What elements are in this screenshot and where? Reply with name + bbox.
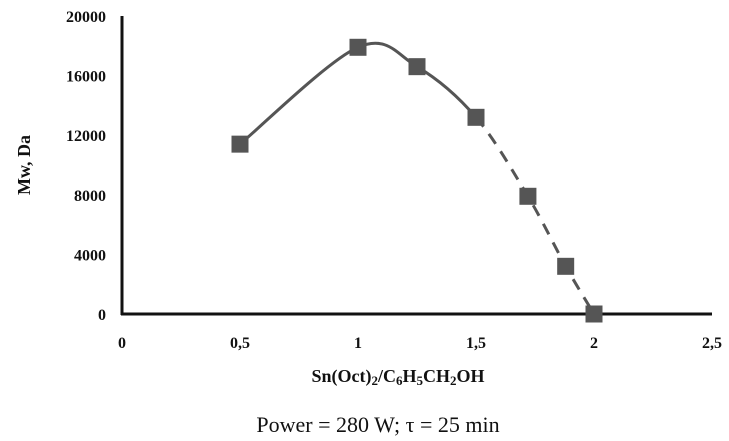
- data-point: [231, 135, 249, 153]
- solid-fit-curve: [239, 41, 478, 146]
- data-markers: [231, 38, 603, 323]
- data-point: [557, 257, 575, 275]
- x-tick-label: 2: [590, 335, 598, 352]
- data-point: [519, 187, 537, 205]
- axes: [120, 16, 712, 316]
- y-tick-label: 0: [98, 307, 106, 324]
- data-point: [349, 38, 367, 56]
- y-tick-label: 12000: [66, 128, 106, 145]
- tick-labels: 0 4000 8000 12000 16000 20000 0 0,5 1 1,5 2 2,5: [66, 9, 722, 352]
- y-tick-label: 8000: [74, 188, 106, 205]
- y-tick-label: 20000: [66, 9, 106, 26]
- x-axis-label: Sn(Oct)2/C6H5CH2OH: [311, 366, 484, 388]
- data-point: [585, 305, 603, 323]
- y-axis-label: Mw, Da: [14, 135, 34, 195]
- x-tick-label: 0,5: [230, 335, 250, 352]
- y-tick-label: 16000: [66, 69, 106, 86]
- x-tick-label: 1: [354, 335, 362, 352]
- caption: Power = 280 W; τ = 25 min: [256, 412, 499, 437]
- data-point: [408, 58, 426, 76]
- y-tick-label: 4000: [74, 247, 106, 264]
- x-tick-label: 0: [118, 335, 126, 352]
- fit-curves: [239, 41, 596, 315]
- data-point: [467, 108, 485, 126]
- x-tick-label: 2,5: [702, 335, 722, 352]
- x-tick-label: 1,5: [466, 335, 486, 352]
- dashed-fit-curve: [474, 116, 596, 315]
